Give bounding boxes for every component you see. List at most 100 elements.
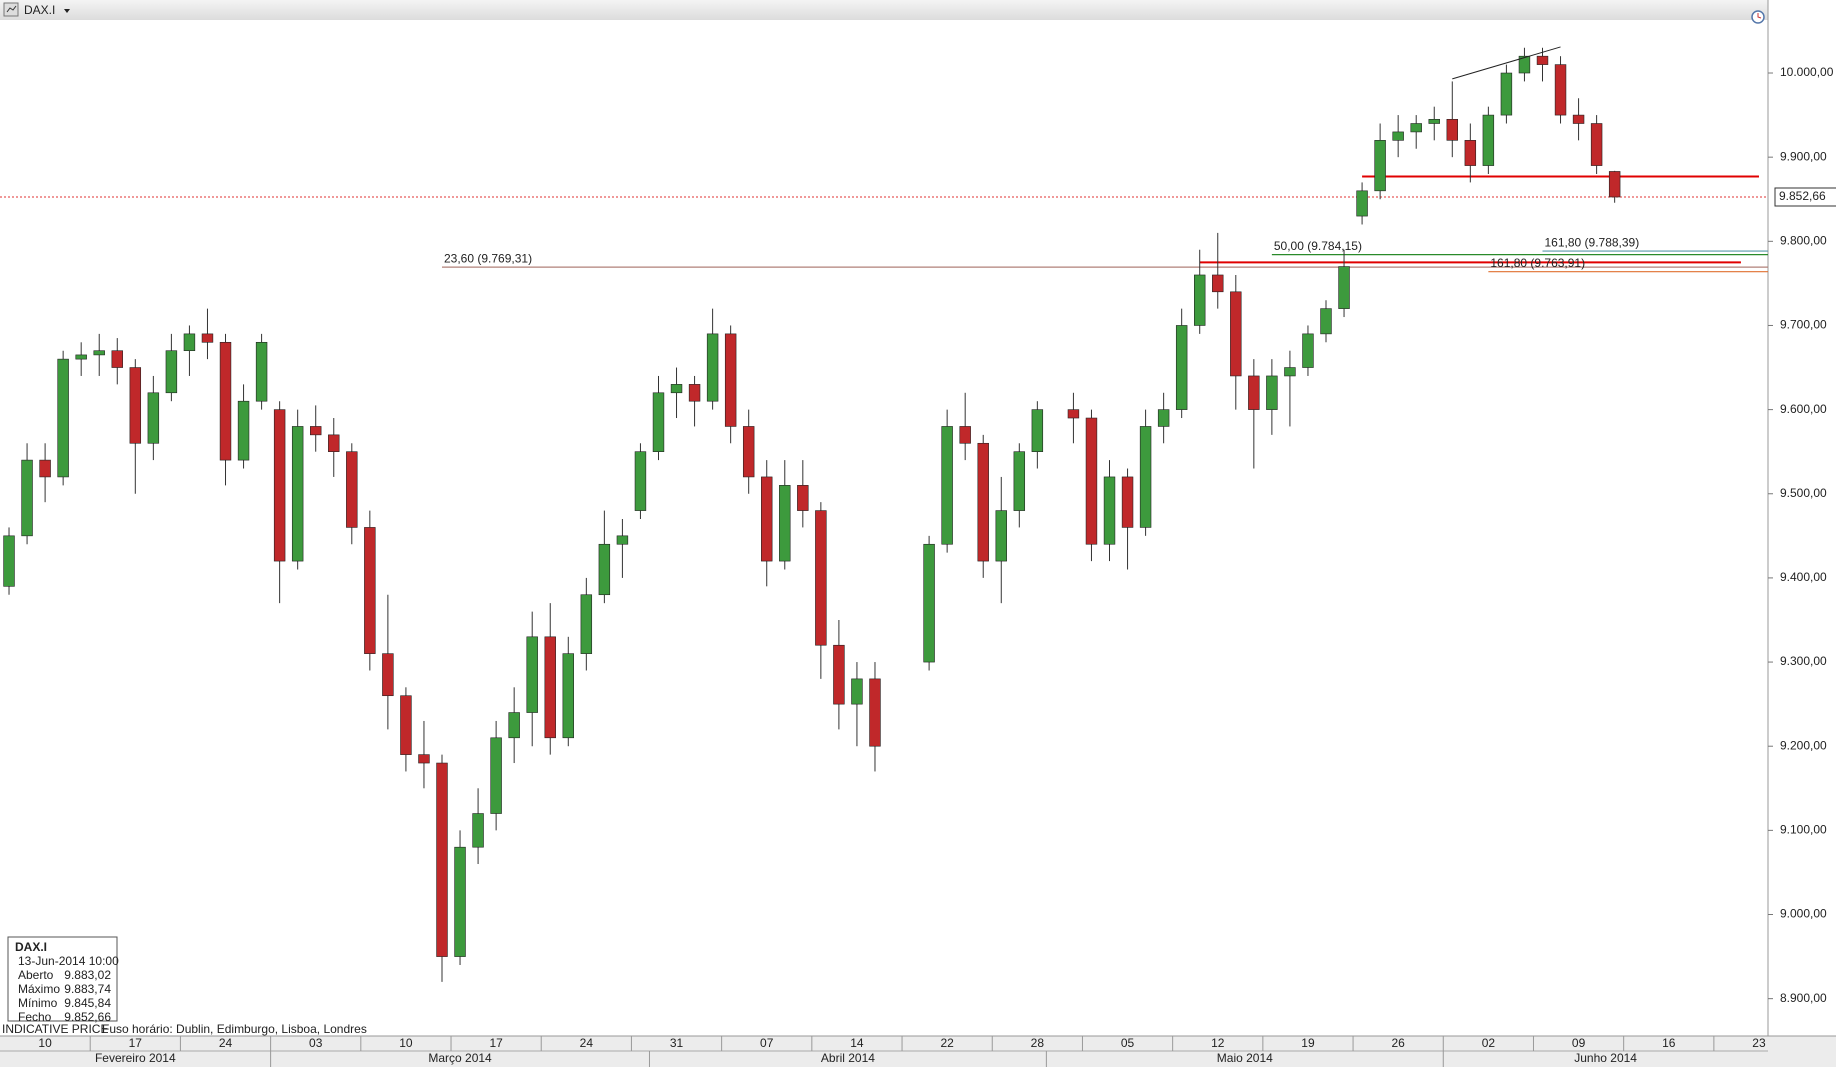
- candle-body: [93, 350, 105, 356]
- candle-body: [1302, 333, 1314, 368]
- fibonacci-label: 23,60 (9.769,31): [444, 251, 532, 265]
- y-tick-label: 8.900,00: [1780, 991, 1827, 1005]
- candle-body: [851, 678, 863, 705]
- candle-body: [1518, 55, 1531, 74]
- x-tick-label: 24: [219, 1036, 233, 1050]
- toolbar-icon[interactable]: [3, 2, 19, 17]
- candle-body: [1428, 118, 1440, 124]
- candle-body: [183, 333, 196, 352]
- candle-body: [544, 636, 556, 739]
- candle-body: [1536, 55, 1549, 65]
- x-tick-label: 14: [850, 1036, 864, 1050]
- clock-hands: [1757, 13, 1762, 19]
- dropdown-arrow[interactable]: [64, 9, 70, 13]
- x-tick-label: 24: [580, 1036, 594, 1050]
- candle-body: [670, 384, 683, 394]
- month-label: Março 2014: [428, 1051, 492, 1065]
- candle-body: [1085, 417, 1098, 545]
- candle-body: [1121, 476, 1134, 528]
- candle-body: [147, 392, 160, 444]
- candle-body: [1157, 409, 1170, 427]
- candle-body: [418, 754, 430, 764]
- x-tick-label: 26: [1391, 1036, 1405, 1050]
- y-tick-label: 9.800,00: [1780, 233, 1827, 247]
- fibonacci-label: 161,80 (9.763,91): [1490, 256, 1585, 270]
- candle-body: [1320, 308, 1332, 335]
- candle-body: [959, 426, 971, 444]
- x-tick-label: 10: [38, 1036, 52, 1050]
- info-datetime: 13-Jun-2014 10:00: [18, 954, 119, 968]
- candle-body: [797, 485, 809, 511]
- last-price-box: [1774, 187, 1836, 207]
- candle-body: [364, 527, 376, 654]
- candle-body: [995, 510, 1007, 562]
- y-tick-label: 9.500,00: [1780, 486, 1827, 500]
- candle-body: [833, 644, 845, 705]
- candle-body: [1103, 476, 1116, 545]
- candle-body: [1500, 72, 1513, 116]
- y-tick-label: 10.000,00: [1780, 65, 1834, 79]
- info-row-name: Fecho: [18, 1010, 52, 1024]
- candle-body: [165, 350, 178, 394]
- info-box: [7, 936, 118, 1022]
- trendline: [1452, 46, 1561, 80]
- candle-body: [923, 543, 935, 663]
- fibonacci-label: 161,80 (9.788,39): [1544, 235, 1639, 249]
- x-tick-label: 03: [309, 1036, 323, 1050]
- info-row-value: 9.845,84: [64, 996, 111, 1010]
- last-price-label: 9.852,66: [1779, 189, 1826, 203]
- candle-body: [490, 737, 502, 814]
- candle-body: [454, 846, 466, 957]
- symbol-name[interactable]: DAX.I: [24, 3, 55, 17]
- candle-body: [1230, 291, 1242, 377]
- y-tick-label: 9.400,00: [1780, 570, 1827, 584]
- x-tick-label: 02: [1482, 1036, 1496, 1050]
- info-row-name: Aberto: [18, 968, 54, 982]
- info-title: DAX.I: [15, 940, 47, 954]
- candle-body: [1374, 140, 1386, 192]
- candle-body: [75, 354, 87, 360]
- candle-body: [219, 341, 232, 461]
- candle-body: [1031, 409, 1044, 452]
- y-tick-label: 9.100,00: [1780, 823, 1827, 837]
- candle-body: [472, 813, 484, 848]
- candle-body: [761, 476, 773, 562]
- candle-body: [1446, 118, 1458, 141]
- candle-body: [21, 459, 33, 537]
- candle-body: [1338, 266, 1350, 309]
- candle-body: [1356, 190, 1368, 217]
- footer-timezone: Fuso horário: Dublin, Edimburgo, Lisboa,…: [102, 1022, 367, 1036]
- info-row-value: 9.883,74: [64, 982, 111, 996]
- candle-body: [1194, 274, 1206, 326]
- fibonacci-label: 50,00 (9.784,15): [1274, 239, 1362, 253]
- candle-body: [1392, 131, 1404, 141]
- candle-body: [111, 350, 123, 368]
- candle-body: [1266, 375, 1278, 410]
- x-tick-label: 23: [1752, 1036, 1766, 1050]
- candle-body: [508, 712, 520, 739]
- candle-body: [1284, 367, 1296, 377]
- candle-body: [598, 543, 611, 596]
- x-tick-label: 10: [399, 1036, 413, 1050]
- footer-source: INDICATIVE PRICE: [2, 1022, 108, 1036]
- x-tick-label: 22: [940, 1036, 954, 1050]
- plot-area: 23,60 (9.769,31) 50,00 (9.784,15) 161,80 (…: [0, 46, 1768, 982]
- info-row-name: Máximo: [18, 982, 60, 996]
- candle-body: [1554, 64, 1567, 116]
- candle-body: [1212, 274, 1224, 293]
- info-row-name: Mínimo: [18, 996, 58, 1010]
- candle-body: [436, 762, 448, 957]
- y-tick-label: 9.200,00: [1780, 738, 1827, 752]
- candle-body: [562, 653, 574, 739]
- candle-body: [201, 333, 214, 343]
- x-tick-label: 12: [1211, 1036, 1225, 1050]
- x-tick-label: 09: [1572, 1036, 1586, 1050]
- candle-body: [1248, 375, 1260, 410]
- candle-body: [291, 426, 304, 562]
- y-tick-label: 9.300,00: [1780, 654, 1827, 668]
- candle-body: [941, 426, 953, 545]
- candle-body: [1013, 451, 1026, 511]
- candle-body: [310, 426, 322, 436]
